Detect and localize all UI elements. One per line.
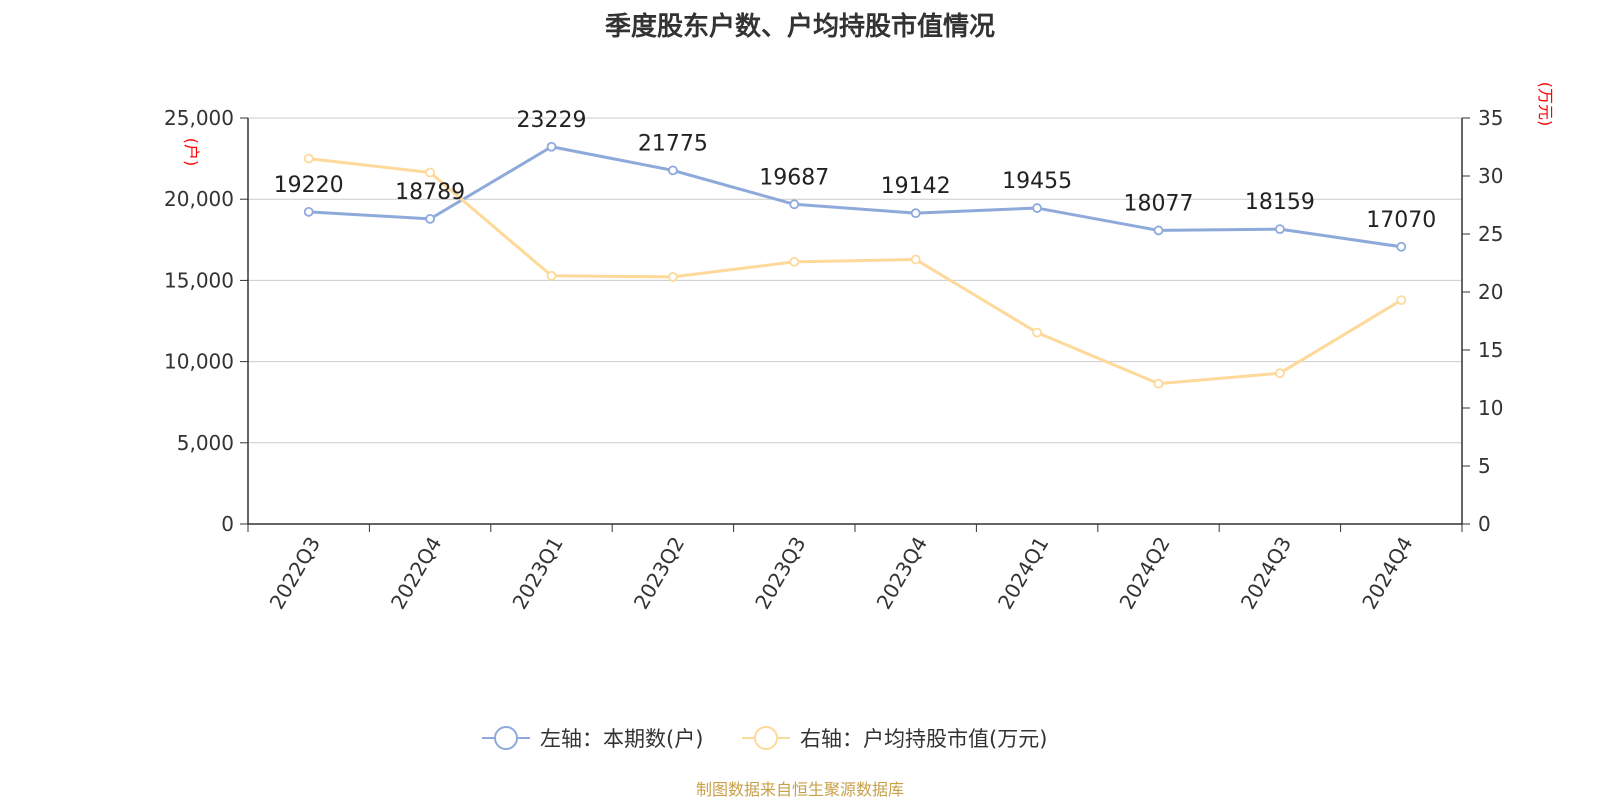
data-point-2: [1032, 327, 1042, 338]
data-point-2: [425, 167, 436, 178]
right-tick-label: 20: [1478, 280, 1503, 304]
x-tick-label: 2022Q4: [386, 533, 446, 614]
data-point-2: [910, 254, 921, 265]
data-point-1: [910, 208, 921, 219]
x-tick-label: 2023Q3: [750, 533, 810, 614]
data-point-1: [668, 165, 678, 176]
x-tick-label: 2023Q2: [629, 533, 689, 614]
legend-label-2: 右轴：户均持股市值(万元): [800, 727, 1047, 751]
x-tick-label: 2024Q2: [1114, 533, 1174, 614]
data-label: 18159: [1245, 190, 1315, 215]
data-point-1: [1153, 225, 1164, 236]
data-point-2: [1153, 378, 1164, 389]
right-tick-label: 0: [1478, 512, 1491, 536]
left-axis-unit: (户): [182, 138, 201, 167]
series-line-1: [308, 145, 1402, 249]
left-tick-label: 25,000: [164, 106, 234, 130]
right-tick-label: 25: [1478, 222, 1503, 246]
data-label: 18077: [1124, 191, 1194, 216]
chart-title: 季度股东户数、户均持股市值情况: [604, 12, 995, 42]
right-tick-label: 15: [1478, 338, 1503, 362]
data-point-1: [1032, 203, 1042, 213]
data-labels: 19220 18789 23229 21775 19687 19142 19455 18077…: [274, 108, 1437, 233]
data-point-2: [789, 256, 800, 267]
data-point-1: [1275, 224, 1285, 234]
x-tick-label: 2024Q3: [1236, 533, 1296, 614]
data-label: 23229: [517, 108, 587, 133]
legend-swatch-marker-2: [754, 726, 778, 750]
x-tick-label: 2024Q4: [1357, 533, 1417, 614]
data-point-1: [546, 141, 557, 152]
left-tick-label: 10,000: [164, 350, 234, 374]
data-point-2: [303, 153, 314, 164]
data-label: 21775: [638, 131, 708, 156]
series: [303, 141, 1407, 389]
data-point-2: [1396, 295, 1407, 306]
x-tick-label: 2022Q3: [265, 533, 325, 614]
x-tick-label: 2023Q1: [507, 533, 567, 614]
data-label: 19142: [881, 174, 951, 199]
x-tick-label: 2024Q1: [993, 533, 1053, 614]
data-label: 19687: [759, 165, 829, 190]
data-label: 19220: [274, 173, 344, 198]
data-point-1: [789, 199, 800, 210]
data-label: 17070: [1366, 208, 1436, 233]
data-point-1: [303, 206, 314, 217]
right-tick-label: 35: [1478, 106, 1503, 130]
data-label: 19455: [1002, 169, 1072, 194]
data-point-2: [546, 270, 557, 281]
x-tick-label: 2023Q4: [872, 533, 932, 614]
axes: 0 5,000 10,000 15,000 20,000 25,000 0 5 10 15 20 25…: [164, 82, 1555, 613]
data-point-1: [1396, 241, 1407, 252]
source-note: 制图数据来自恒生聚源数据库: [695, 780, 904, 799]
data-point-1: [425, 213, 436, 224]
right-tick-label: 10: [1478, 396, 1503, 420]
left-tick-label: 20,000: [164, 187, 234, 211]
left-tick-label: 5,000: [177, 431, 234, 455]
legend-label-1: 左轴：本期数(户): [540, 727, 703, 751]
gridlines: [248, 117, 1462, 444]
legend[interactable]: 左轴：本期数(户) 右轴：户均持股市值(万元): [482, 726, 1047, 751]
right-tick-label: 5: [1478, 454, 1491, 478]
series-line-2: [308, 157, 1403, 386]
right-axis-unit: (万元): [1536, 82, 1555, 127]
right-tick-label: 30: [1478, 164, 1503, 188]
data-label: 18789: [395, 180, 465, 205]
data-point-2: [668, 272, 678, 282]
data-point-2: [1275, 368, 1285, 379]
left-tick-label: 0: [221, 512, 234, 536]
legend-swatch-marker-1: [494, 726, 518, 750]
left-tick-label: 15,000: [164, 268, 234, 292]
